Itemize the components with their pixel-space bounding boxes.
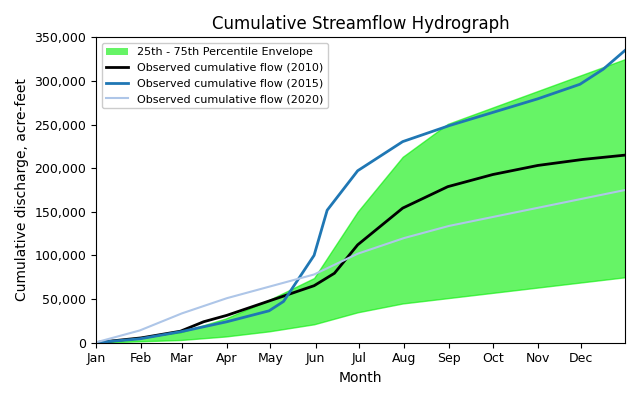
Observed cumulative flow (2020) [303, 274, 310, 279]
Observed cumulative flow (2010) [92, 340, 100, 345]
Observed cumulative flow (2015) [204, 324, 212, 328]
X-axis label: Month: Month [339, 371, 382, 385]
Observed cumulative flow (2020) [546, 203, 554, 208]
Observed cumulative flow (2010) [596, 155, 604, 160]
Line: Observed cumulative flow (2010): Observed cumulative flow (2010) [96, 155, 625, 342]
Observed cumulative flow (2020) [237, 292, 245, 297]
Observed cumulative flow (2010) [306, 285, 314, 290]
Observed cumulative flow (2010) [621, 153, 629, 158]
Observed cumulative flow (2010) [303, 286, 310, 290]
Observed cumulative flow (2020) [306, 273, 314, 278]
Observed cumulative flow (2015) [596, 69, 604, 74]
Observed cumulative flow (2020) [92, 340, 100, 345]
Observed cumulative flow (2020) [204, 302, 212, 307]
Line: Observed cumulative flow (2015): Observed cumulative flow (2015) [96, 50, 625, 342]
Observed cumulative flow (2015) [306, 260, 314, 264]
Observed cumulative flow (2010) [237, 308, 245, 313]
Observed cumulative flow (2015) [621, 48, 629, 53]
Observed cumulative flow (2020) [596, 193, 604, 198]
Y-axis label: Cumulative discharge, acre-feet: Cumulative discharge, acre-feet [15, 78, 29, 302]
Observed cumulative flow (2010) [546, 162, 554, 166]
Legend: 25th - 75th Percentile Envelope, Observed cumulative flow (2010), Observed cumul: 25th - 75th Percentile Envelope, Observe… [102, 43, 328, 108]
Observed cumulative flow (2020) [621, 188, 629, 192]
Title: Cumulative Streamflow Hydrograph: Cumulative Streamflow Hydrograph [212, 15, 509, 33]
Line: Observed cumulative flow (2020): Observed cumulative flow (2020) [96, 190, 625, 342]
Observed cumulative flow (2015) [237, 316, 245, 320]
Observed cumulative flow (2015) [303, 264, 310, 269]
Observed cumulative flow (2015) [546, 92, 554, 97]
Observed cumulative flow (2010) [204, 318, 212, 323]
Observed cumulative flow (2015) [92, 340, 100, 345]
